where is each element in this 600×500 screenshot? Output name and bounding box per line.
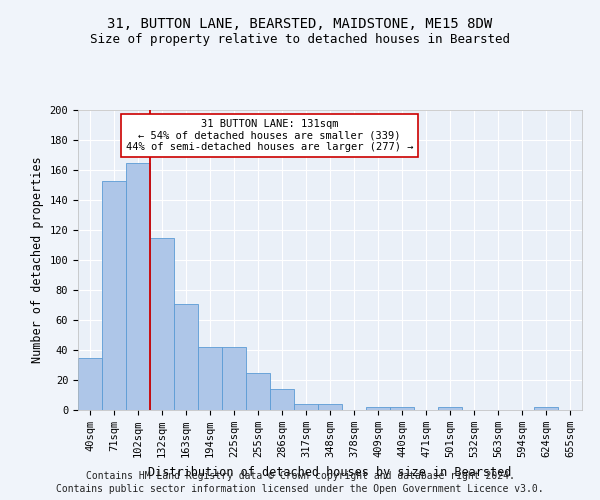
Bar [294,404,318,410]
Y-axis label: Number of detached properties: Number of detached properties [31,156,44,364]
Bar [438,407,462,410]
Bar [366,407,390,410]
Bar [78,358,102,410]
Text: Contains public sector information licensed under the Open Government Licence v3: Contains public sector information licen… [56,484,544,494]
Bar [270,389,294,410]
Bar [246,372,270,410]
Bar [318,404,342,410]
Bar [390,407,414,410]
Text: Size of property relative to detached houses in Bearsted: Size of property relative to detached ho… [90,32,510,46]
Bar [150,238,174,410]
Bar [126,162,150,410]
Text: 31, BUTTON LANE, BEARSTED, MAIDSTONE, ME15 8DW: 31, BUTTON LANE, BEARSTED, MAIDSTONE, ME… [107,18,493,32]
Text: 31 BUTTON LANE: 131sqm
← 54% of detached houses are smaller (339)
44% of semi-de: 31 BUTTON LANE: 131sqm ← 54% of detached… [126,119,413,152]
Bar [534,407,558,410]
Text: Contains HM Land Registry data © Crown copyright and database right 2024.: Contains HM Land Registry data © Crown c… [86,471,514,481]
Bar [222,347,246,410]
X-axis label: Distribution of detached houses by size in Bearsted: Distribution of detached houses by size … [148,466,512,478]
Bar [102,180,126,410]
Bar [174,304,198,410]
Bar [198,347,222,410]
